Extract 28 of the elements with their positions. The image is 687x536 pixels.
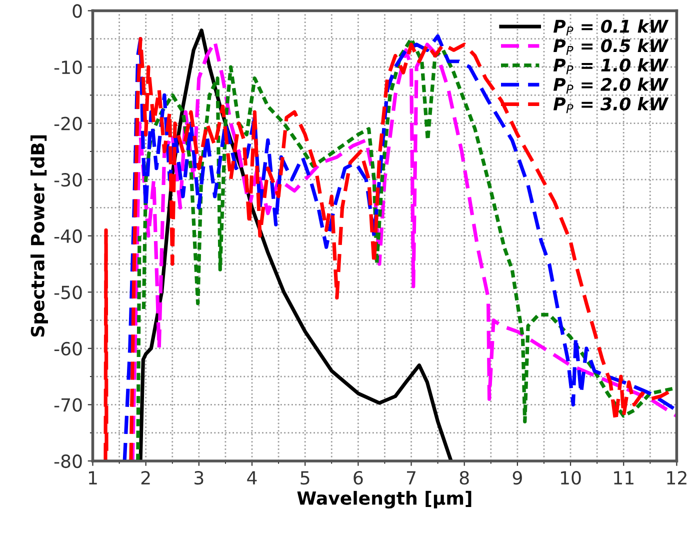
y-tick-label: -20 <box>54 116 82 130</box>
x-tick-label: 5 <box>300 471 310 485</box>
legend-label: P$_{P}$ = 0.1 kW <box>553 19 669 36</box>
y-tick-label: -50 <box>54 286 82 300</box>
y-tick-label: -10 <box>54 60 82 74</box>
x-tick-label: 3 <box>194 471 204 485</box>
legend-label: P$_{P}$ = 0.5 kW <box>553 38 669 55</box>
x-tick-label: 9 <box>512 471 522 485</box>
x-tick-label: 8 <box>460 471 469 485</box>
x-tick-label: 10 <box>561 471 581 485</box>
y-tick-label: -40 <box>54 229 82 243</box>
y-tick-label: -30 <box>54 173 82 187</box>
x-tick-label: 4 <box>247 471 257 484</box>
x-tick-label: 2 <box>141 471 150 484</box>
y-axis-title: Spectral Power [dB] <box>30 135 48 337</box>
y-tick-label: 0 <box>72 4 82 18</box>
y-tick-label: -80 <box>54 454 82 468</box>
x-axis-title: Wavelength [µm] <box>297 490 472 509</box>
legend-label: P$_{P}$ = 1.0 kW <box>553 58 669 74</box>
legend-label: P$_{P}$ = 3.0 kW <box>553 97 669 114</box>
y-tick-label: -70 <box>54 398 82 412</box>
x-tick-label: 1 <box>88 471 97 484</box>
legend-label: P$_{P}$ = 2.0 kW <box>553 78 669 94</box>
y-tick-label: -60 <box>54 342 82 356</box>
x-tick-label: 7 <box>407 471 416 484</box>
x-tick-label: 6 <box>354 471 363 485</box>
x-tick-label: 12 <box>667 471 686 484</box>
x-tick-label: 11 <box>614 471 634 484</box>
